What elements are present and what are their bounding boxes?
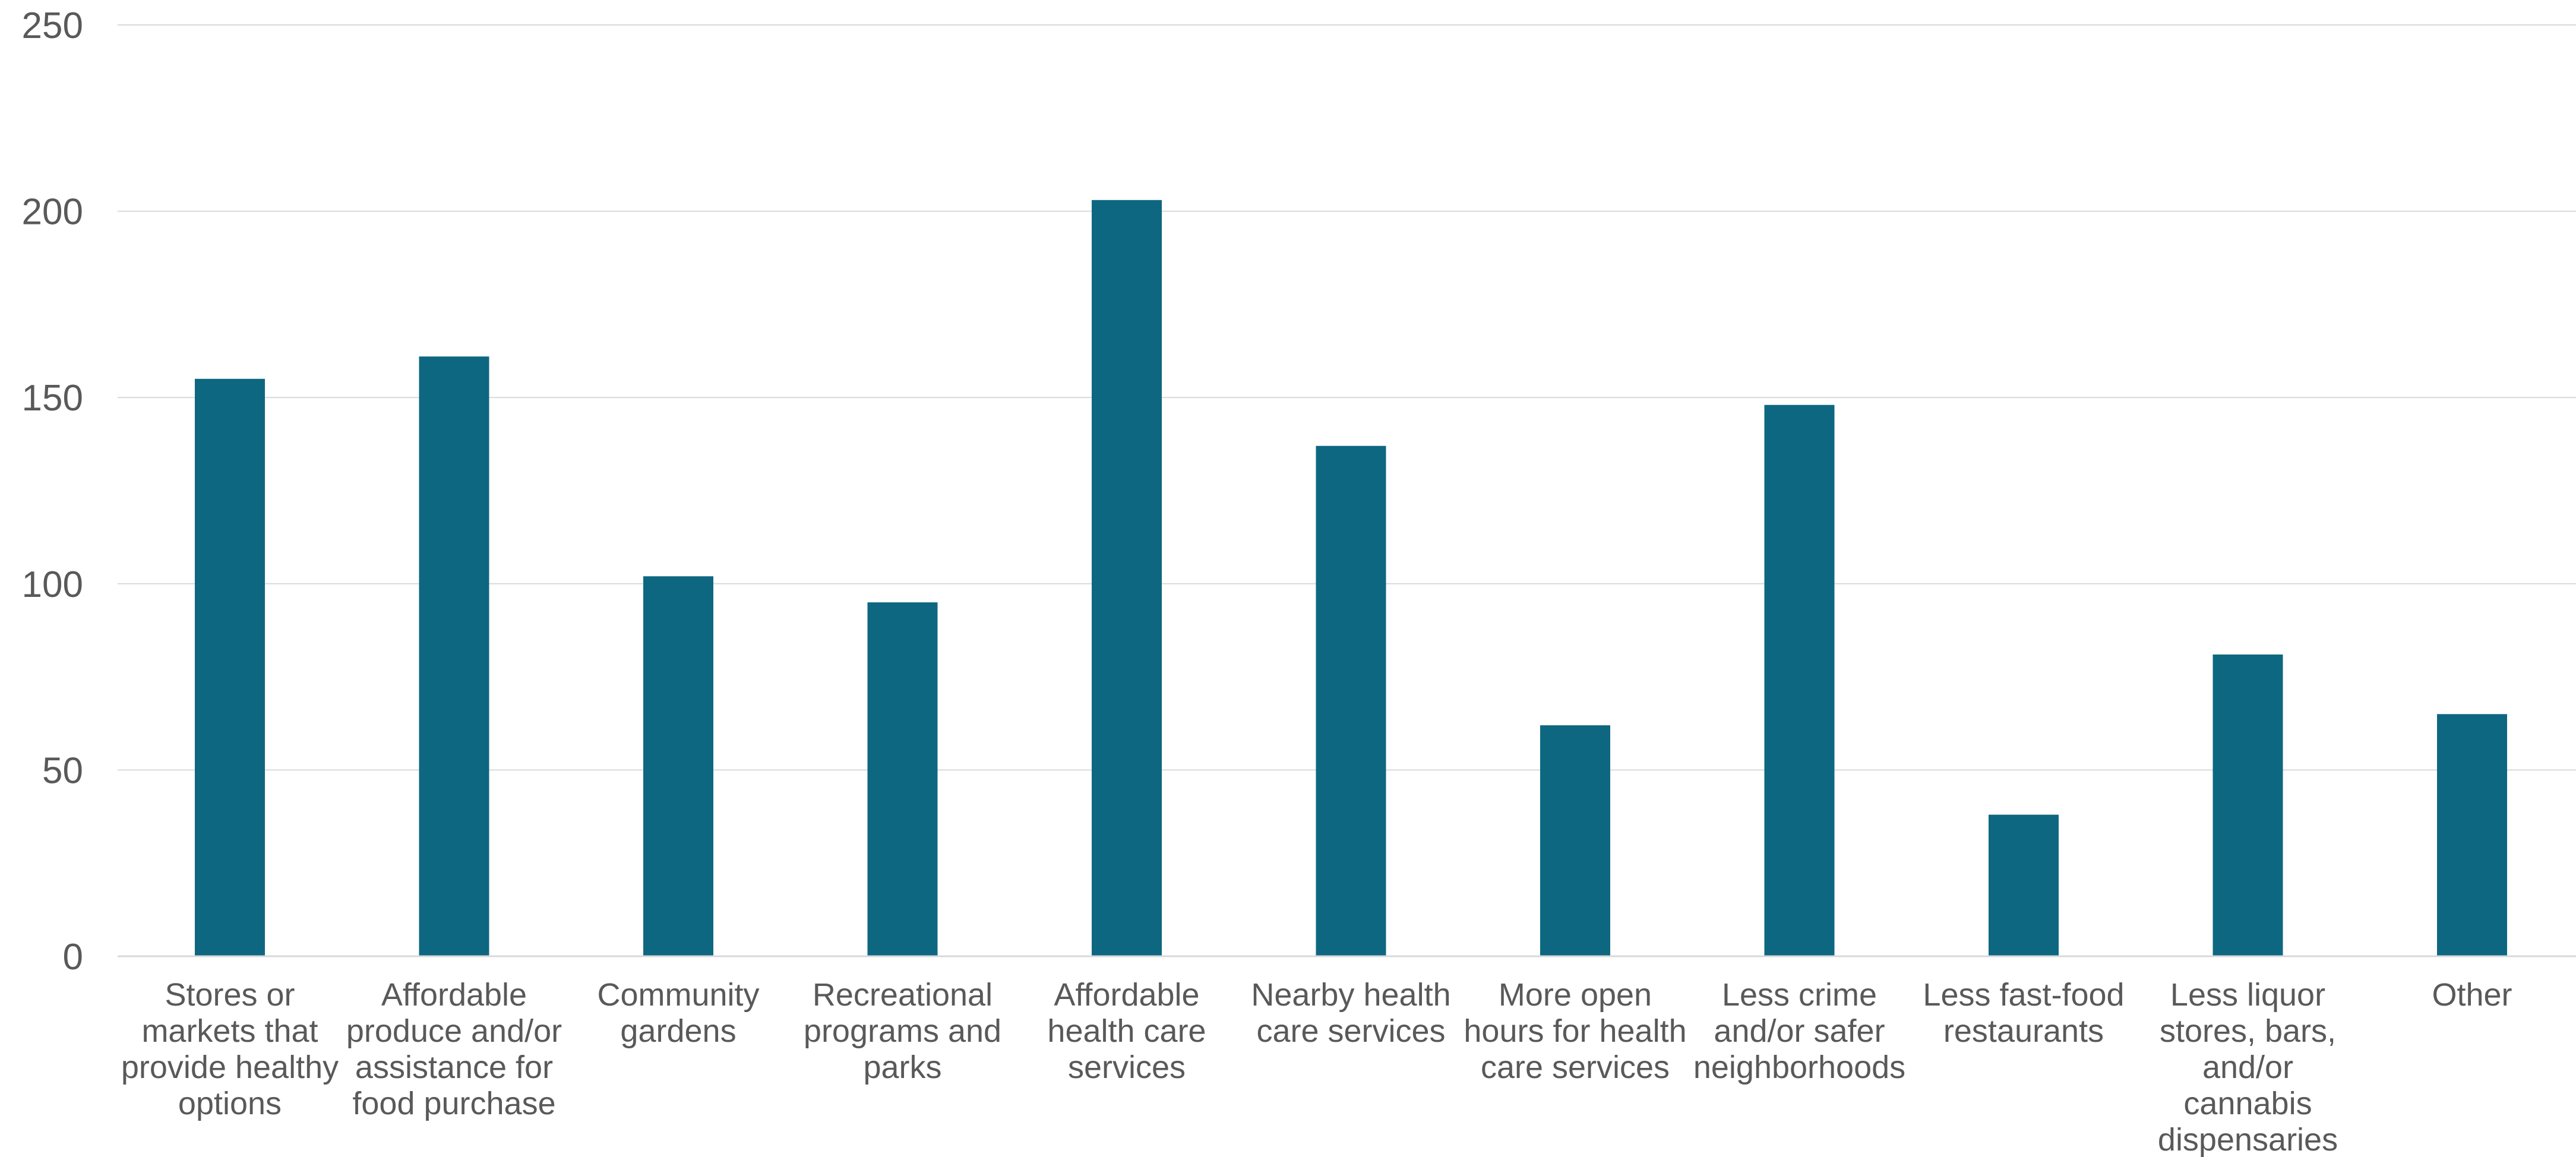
bar <box>1316 445 1386 956</box>
x-category-label: Nearby health care services <box>1251 977 1450 1049</box>
gridlines <box>118 24 2576 771</box>
bar <box>1989 814 2059 956</box>
bar <box>2212 654 2283 956</box>
x-category-label: Less liquor stores, bars, and/or cannabis di… <box>2158 977 2338 1157</box>
x-category-label: Affordable health care services <box>1047 977 1206 1085</box>
y-tick-label: 200 <box>22 192 83 233</box>
y-tick-label: 100 <box>22 564 83 605</box>
y-tick-label: 0 <box>63 937 83 978</box>
x-category-label: Stores or markets that provide healthy opti… <box>121 977 339 1121</box>
bar <box>195 378 265 956</box>
bar <box>1764 404 1835 956</box>
bar <box>643 576 713 956</box>
bar <box>867 602 938 956</box>
x-category-label: Community gardens <box>597 977 759 1049</box>
bars <box>195 200 2507 957</box>
y-axis-tick-labels: 0 50 100 150 200 250 <box>22 5 83 978</box>
bar <box>1540 725 1610 956</box>
bar <box>1092 200 1162 957</box>
x-category-label: Less fast-food restaurants <box>1923 977 2124 1049</box>
y-tick-label: 50 <box>42 750 83 791</box>
bar <box>2437 714 2507 956</box>
bar <box>419 356 489 956</box>
x-category-label: Less crime and/or safer neighborhoods <box>1693 977 1905 1085</box>
x-category-label: More open hours for health care services <box>1464 977 1686 1085</box>
x-axis-category-labels: Stores or markets that provide healthy opti… <box>121 977 2512 1157</box>
y-tick-label: 250 <box>22 5 83 46</box>
x-category-label: Affordable produce and/or assistance for fo… <box>346 977 562 1121</box>
x-category-label: Other <box>2432 977 2512 1013</box>
x-category-label: Recreational programs and parks <box>804 977 1001 1085</box>
y-tick-label: 150 <box>22 378 83 419</box>
